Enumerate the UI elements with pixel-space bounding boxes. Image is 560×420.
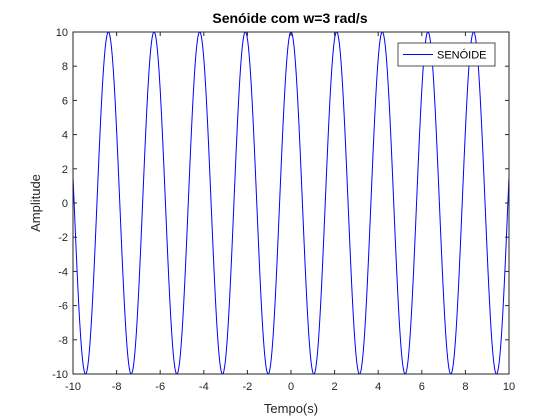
y-tick-label: 4: [62, 130, 68, 142]
chart-title: Senóide com w=3 rad/s: [212, 10, 367, 26]
x-tick-label: -8: [112, 381, 122, 393]
y-tick-label: 0: [62, 198, 68, 210]
x-tick-label: 6: [419, 381, 425, 393]
x-tick-label: 8: [462, 381, 468, 393]
x-tick-label: 2: [332, 381, 338, 393]
legend-label: SENÓIDE: [437, 49, 487, 62]
y-tick-label: -2: [58, 232, 68, 244]
legend: SENÓIDE: [398, 43, 495, 66]
x-tick-label: -4: [199, 381, 209, 393]
y-tick-label: 2: [62, 164, 68, 176]
y-tick-label: -8: [58, 335, 68, 347]
y-tick-label: 6: [62, 95, 68, 107]
y-tick-label: -4: [58, 266, 68, 278]
x-tick-label: -6: [155, 381, 165, 393]
y-tick-label: 10: [56, 27, 68, 39]
y-tick-label: -10: [52, 369, 68, 381]
plot-area: [73, 32, 509, 374]
x-tick-label: -2: [243, 381, 253, 393]
x-axis-label: Tempo(s): [264, 401, 318, 416]
y-tick-label: 8: [62, 61, 68, 73]
x-tick-label: 10: [503, 381, 515, 393]
x-tick-label: 0: [288, 381, 294, 393]
x-tick-label: 4: [375, 381, 381, 393]
y-axis-label: Amplitude: [28, 174, 43, 232]
y-tick-label: -6: [58, 301, 68, 313]
x-tick-label: -10: [65, 381, 81, 393]
